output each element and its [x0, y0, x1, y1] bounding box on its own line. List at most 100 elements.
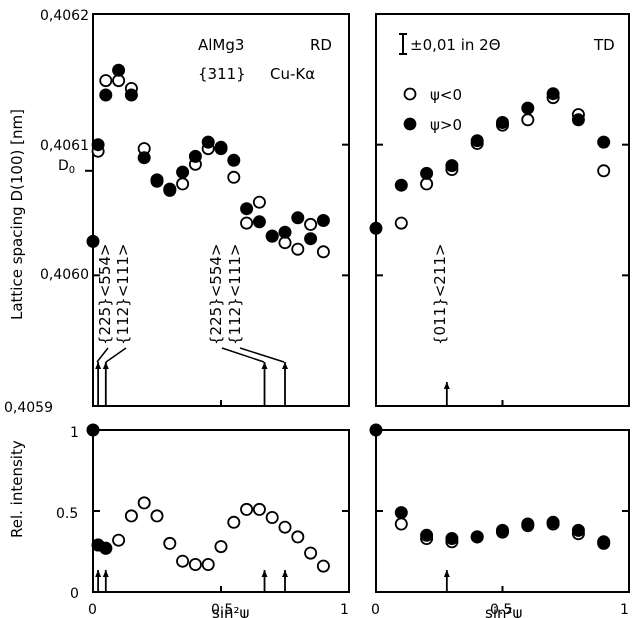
y-tick-int-0.5: 0.5: [56, 506, 78, 522]
point-psi-neg: [176, 554, 190, 568]
point-psi-pos: [521, 517, 535, 531]
point-psi-pos: [495, 116, 509, 130]
point-psi-neg: [394, 517, 408, 531]
annotation-td: TD: [593, 36, 615, 54]
point-psi-neg: [188, 558, 202, 572]
point-psi-pos: [495, 523, 509, 537]
annotation-texture-2a: {225}<554>: [207, 244, 225, 345]
annotation-reflection: {311}: [198, 65, 246, 83]
point-psi-neg: [265, 510, 279, 524]
texture-arrowhead: [102, 362, 109, 369]
y-axis-title-lattice: Lattice spacing D(100) [nm]: [8, 109, 26, 320]
point-psi-pos: [369, 221, 383, 235]
texture-arrowhead: [443, 382, 450, 389]
point-psi-pos: [445, 159, 459, 173]
point-psi-neg: [137, 496, 151, 510]
point-psi-pos: [201, 135, 215, 149]
point-psi-pos: [265, 229, 279, 243]
annotation-error: ±0,01 in 2Θ: [410, 36, 501, 54]
point-psi-pos: [394, 506, 408, 520]
point-psi-neg: [316, 245, 330, 259]
point-psi-pos: [470, 134, 484, 148]
point-psi-neg: [176, 177, 190, 191]
point-psi-pos: [86, 234, 100, 248]
annotation-texture-1b: {112}<111>: [114, 244, 132, 345]
point-psi-neg: [150, 509, 164, 523]
point-psi-pos: [86, 423, 100, 437]
annotation-texture-2b: {112}<111>: [226, 244, 244, 345]
x-axis-title-td: sin²ψ: [485, 604, 523, 618]
point-psi-neg: [316, 559, 330, 573]
point-psi-neg: [112, 533, 126, 547]
point-psi-neg: [163, 536, 177, 550]
point-psi-pos: [445, 532, 459, 546]
y-tick-int-1: 1: [70, 425, 79, 441]
texture-arrowhead: [95, 362, 102, 369]
point-psi-pos: [137, 151, 151, 165]
texture-arrowhead: [95, 570, 102, 577]
x-tick-td-0.5: 0.5: [490, 602, 512, 618]
legend-marker-psi-neg: [403, 87, 417, 101]
texture-arrowhead: [443, 570, 450, 577]
y-tick-0.4062: 0,4062: [40, 8, 89, 24]
point-psi-pos: [597, 135, 611, 149]
point-psi-neg: [278, 236, 292, 250]
point-psi-pos: [278, 225, 292, 239]
point-psi-neg: [227, 170, 241, 184]
y-tick-0.4061: 0,4061: [40, 138, 89, 154]
point-psi-neg: [597, 164, 611, 178]
point-psi-neg: [304, 546, 318, 560]
point-psi-pos: [124, 88, 138, 102]
x-tick-rd-1: 1: [340, 602, 349, 618]
point-psi-pos: [214, 140, 228, 154]
y-tick-0.4059: 0,4059: [4, 400, 53, 416]
annotation-texture-1a: {225}<554>: [96, 244, 114, 345]
point-psi-pos: [176, 165, 190, 179]
point-psi-pos: [304, 232, 318, 246]
point-psi-pos: [91, 138, 105, 152]
point-psi-pos: [227, 153, 241, 167]
texture-arrowhead: [261, 362, 268, 369]
point-psi-neg: [521, 113, 535, 127]
point-psi-pos: [369, 423, 383, 437]
label-leader-line: [239, 347, 285, 363]
y-ref-label-d0: D0: [58, 158, 75, 176]
point-psi-neg: [278, 520, 292, 534]
point-psi-neg: [99, 74, 113, 88]
point-psi-pos: [99, 88, 113, 102]
point-psi-pos: [163, 182, 177, 196]
point-psi-pos: [546, 87, 560, 101]
texture-arrowhead: [102, 570, 109, 577]
point-psi-neg: [240, 502, 254, 516]
legend-label-psi-pos: ψ>0: [430, 116, 462, 134]
point-psi-pos: [99, 541, 113, 555]
point-psi-pos: [571, 113, 585, 127]
annotation-alloy: AlMg3: [198, 36, 244, 54]
label-leader-line: [105, 347, 127, 363]
point-psi-neg: [291, 530, 305, 544]
point-psi-neg: [304, 217, 318, 231]
point-psi-neg: [291, 242, 305, 256]
point-psi-pos: [597, 535, 611, 549]
panel-td-intensity-frame: [375, 429, 630, 593]
point-psi-pos: [291, 211, 305, 225]
x-tick-rd-0.5: 0.5: [211, 602, 233, 618]
x-tick-td-1: 1: [620, 602, 629, 618]
point-psi-pos: [252, 215, 266, 229]
texture-arrowhead: [282, 570, 288, 577]
point-psi-neg: [240, 216, 254, 230]
point-psi-pos: [546, 515, 560, 529]
annotation-rd: RD: [310, 36, 332, 54]
point-psi-pos: [420, 166, 434, 180]
annotation-radiation: Cu-Kα: [270, 65, 315, 83]
point-psi-pos: [420, 528, 434, 542]
point-psi-pos: [188, 149, 202, 163]
point-psi-neg: [420, 177, 434, 191]
y-tick-0.4060: 0,4060: [40, 267, 89, 283]
label-leader-line: [221, 347, 265, 363]
point-psi-neg: [214, 540, 228, 554]
point-psi-neg: [252, 195, 266, 209]
annotation-td-texture: {011}<211>: [431, 244, 449, 345]
point-psi-neg: [227, 515, 241, 529]
